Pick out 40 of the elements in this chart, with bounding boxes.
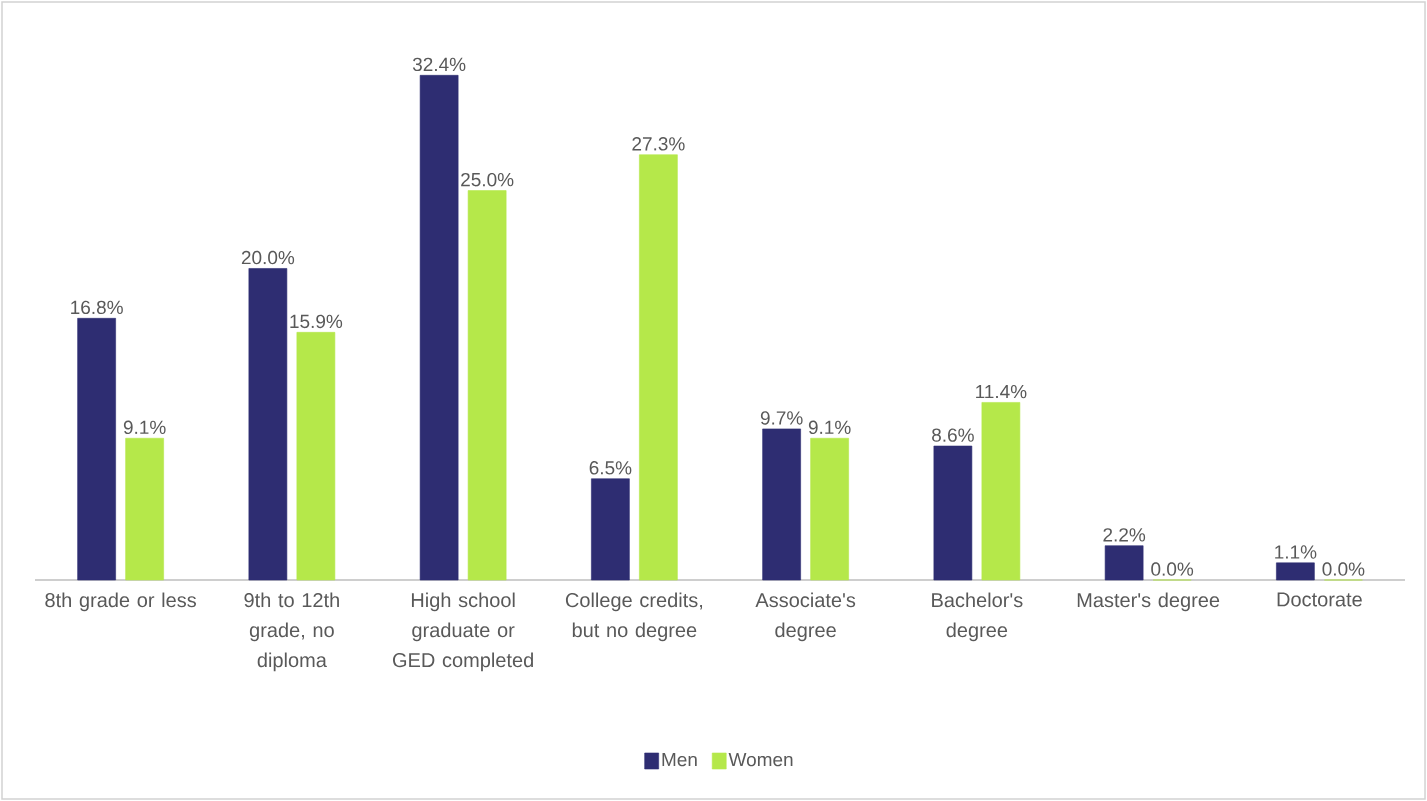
bar bbox=[591, 478, 630, 581]
data-label: 9.7% bbox=[760, 411, 803, 425]
bar bbox=[933, 445, 973, 581]
data-label: 27.3% bbox=[632, 137, 685, 151]
bar bbox=[981, 402, 1021, 581]
x-tick-label: Master's degree bbox=[1077, 592, 1220, 612]
data-label: 6.5% bbox=[589, 461, 632, 475]
data-label: 20.0% bbox=[241, 250, 295, 265]
bar bbox=[248, 268, 288, 581]
x-tick-label: Associate's degree bbox=[755, 592, 856, 642]
x-tick-label: Bachelor's degree bbox=[932, 592, 1023, 642]
bar bbox=[125, 437, 164, 581]
legend-label: Men bbox=[662, 753, 697, 767]
data-label: 8.6% bbox=[932, 428, 974, 442]
bar bbox=[639, 154, 678, 581]
bar bbox=[810, 437, 849, 581]
data-label: 0.0% bbox=[1322, 562, 1365, 576]
data-label: 1.1% bbox=[1275, 545, 1317, 559]
x-tick-label: High school graduate or GED completed bbox=[392, 592, 533, 672]
bar bbox=[1104, 545, 1144, 581]
x-tick-label: College credits, but no degree bbox=[565, 592, 703, 642]
data-label: 16.8% bbox=[71, 300, 123, 315]
data-label: 15.9% bbox=[290, 314, 343, 329]
data-label: 25.0% bbox=[461, 172, 514, 187]
data-label: 9.1% bbox=[123, 420, 166, 435]
bar bbox=[762, 428, 801, 581]
x-tick-label: 9th to 12th grade, no diploma bbox=[244, 592, 339, 672]
x-tick-label: 8th grade or less bbox=[45, 592, 197, 612]
bar bbox=[419, 75, 459, 581]
data-label: 9.1% bbox=[808, 420, 851, 435]
data-label: 32.4% bbox=[412, 57, 466, 72]
bar bbox=[1276, 562, 1315, 581]
legend-label: Women bbox=[728, 753, 793, 767]
bar bbox=[77, 318, 116, 581]
bar bbox=[296, 332, 336, 581]
data-label: 0.0% bbox=[1151, 562, 1194, 576]
data-label: 2.2% bbox=[1103, 528, 1146, 542]
bar bbox=[467, 190, 507, 581]
x-tick-label: Doctorate bbox=[1277, 592, 1362, 607]
data-label: 11.4% bbox=[976, 384, 1027, 399]
